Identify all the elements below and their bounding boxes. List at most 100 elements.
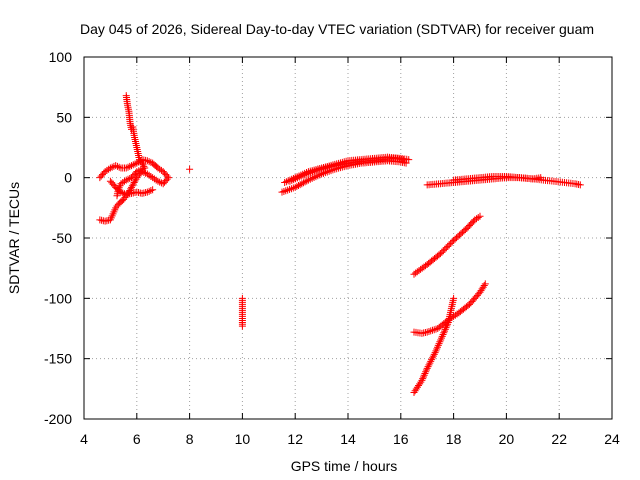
data-point [298,180,306,188]
data-point [138,156,146,164]
data-point [117,188,125,196]
data-point [145,158,153,166]
data-point [136,157,144,165]
data-point [140,168,148,176]
data-point [422,366,430,374]
data-point [480,282,488,290]
x-tick-label: 4 [80,431,88,447]
data-point [157,179,165,187]
data-point [299,179,307,187]
data-point [476,212,484,220]
data-point [186,165,194,173]
data-point [418,376,426,384]
data-point [474,213,482,221]
data-point [437,336,445,344]
data-point [97,172,105,180]
data-point [96,174,104,182]
data-point [435,340,443,348]
data-point [120,195,128,203]
data-point [439,331,447,339]
data-point [429,352,437,360]
data-point [112,162,120,170]
data-point [138,168,146,176]
data-point [423,328,431,336]
data-point [112,204,120,212]
data-point [149,186,157,194]
data-point [127,185,135,193]
data-point [147,172,155,180]
x-tick-label: 14 [340,431,356,447]
data-point [576,181,584,189]
data-point [399,156,407,164]
data-point [124,163,132,171]
y-tick-label: -100 [44,290,72,306]
data-point [422,368,430,376]
data-point [537,174,545,182]
data-point [428,356,436,364]
data-point [142,169,150,177]
x-ticks: 4 6 8 10 12 14 16 18 20 22 24 [80,57,620,447]
data-point [440,329,448,337]
data-point [427,357,435,365]
data-point [133,159,141,167]
x-tick-label: 8 [186,431,194,447]
y-tick-label: 50 [56,109,72,125]
data-point [147,187,155,195]
data-point [157,166,165,174]
data-point [135,158,143,166]
data-point [402,159,410,167]
data-point [450,294,458,302]
data-point [130,178,138,186]
x-tick-label: 22 [551,431,567,447]
data-point [113,192,121,200]
data-point [143,188,151,196]
data-point [115,163,123,171]
data-point [438,248,446,256]
data-point [424,363,432,371]
data-point [444,320,452,328]
data-point [427,327,435,335]
x-tick-label: 12 [287,431,303,447]
data-point [147,158,155,166]
data-point [303,177,311,185]
gridlines [84,57,612,419]
data-point [281,178,289,186]
data-point [426,359,434,367]
data-point [430,326,438,334]
data-point [128,162,136,170]
x-tick-label: 18 [446,431,462,447]
data-point [436,338,444,346]
data-point [122,176,130,184]
data-point [432,347,440,355]
data-point [445,241,453,249]
data-point [441,327,449,335]
data-point [128,183,136,191]
y-tick-label: 0 [64,170,72,186]
data-point [443,322,451,330]
data-point [432,325,440,333]
data-point [423,364,431,372]
data-point [421,369,429,377]
data-point [129,180,137,188]
data-point [441,245,449,253]
data-point [444,242,452,250]
y-axis-label: SDTVAR / TECUs [6,182,22,294]
data-point [133,174,141,182]
data-point [145,187,153,195]
data-point [472,215,480,223]
x-tick-label: 24 [604,431,620,447]
y-tick-label: 100 [49,49,73,65]
data-point [120,177,128,185]
data-point [106,164,114,172]
data-point [238,322,246,330]
data-point [145,171,153,179]
data-point [428,326,436,334]
data-point [126,174,134,182]
x-tick-label: 20 [499,431,515,447]
data-point [149,159,157,167]
x-axis-label: GPS time / hours [291,458,398,474]
data-point [154,177,162,185]
data-points [96,92,584,396]
data-point [159,168,167,176]
data-point [152,176,160,184]
